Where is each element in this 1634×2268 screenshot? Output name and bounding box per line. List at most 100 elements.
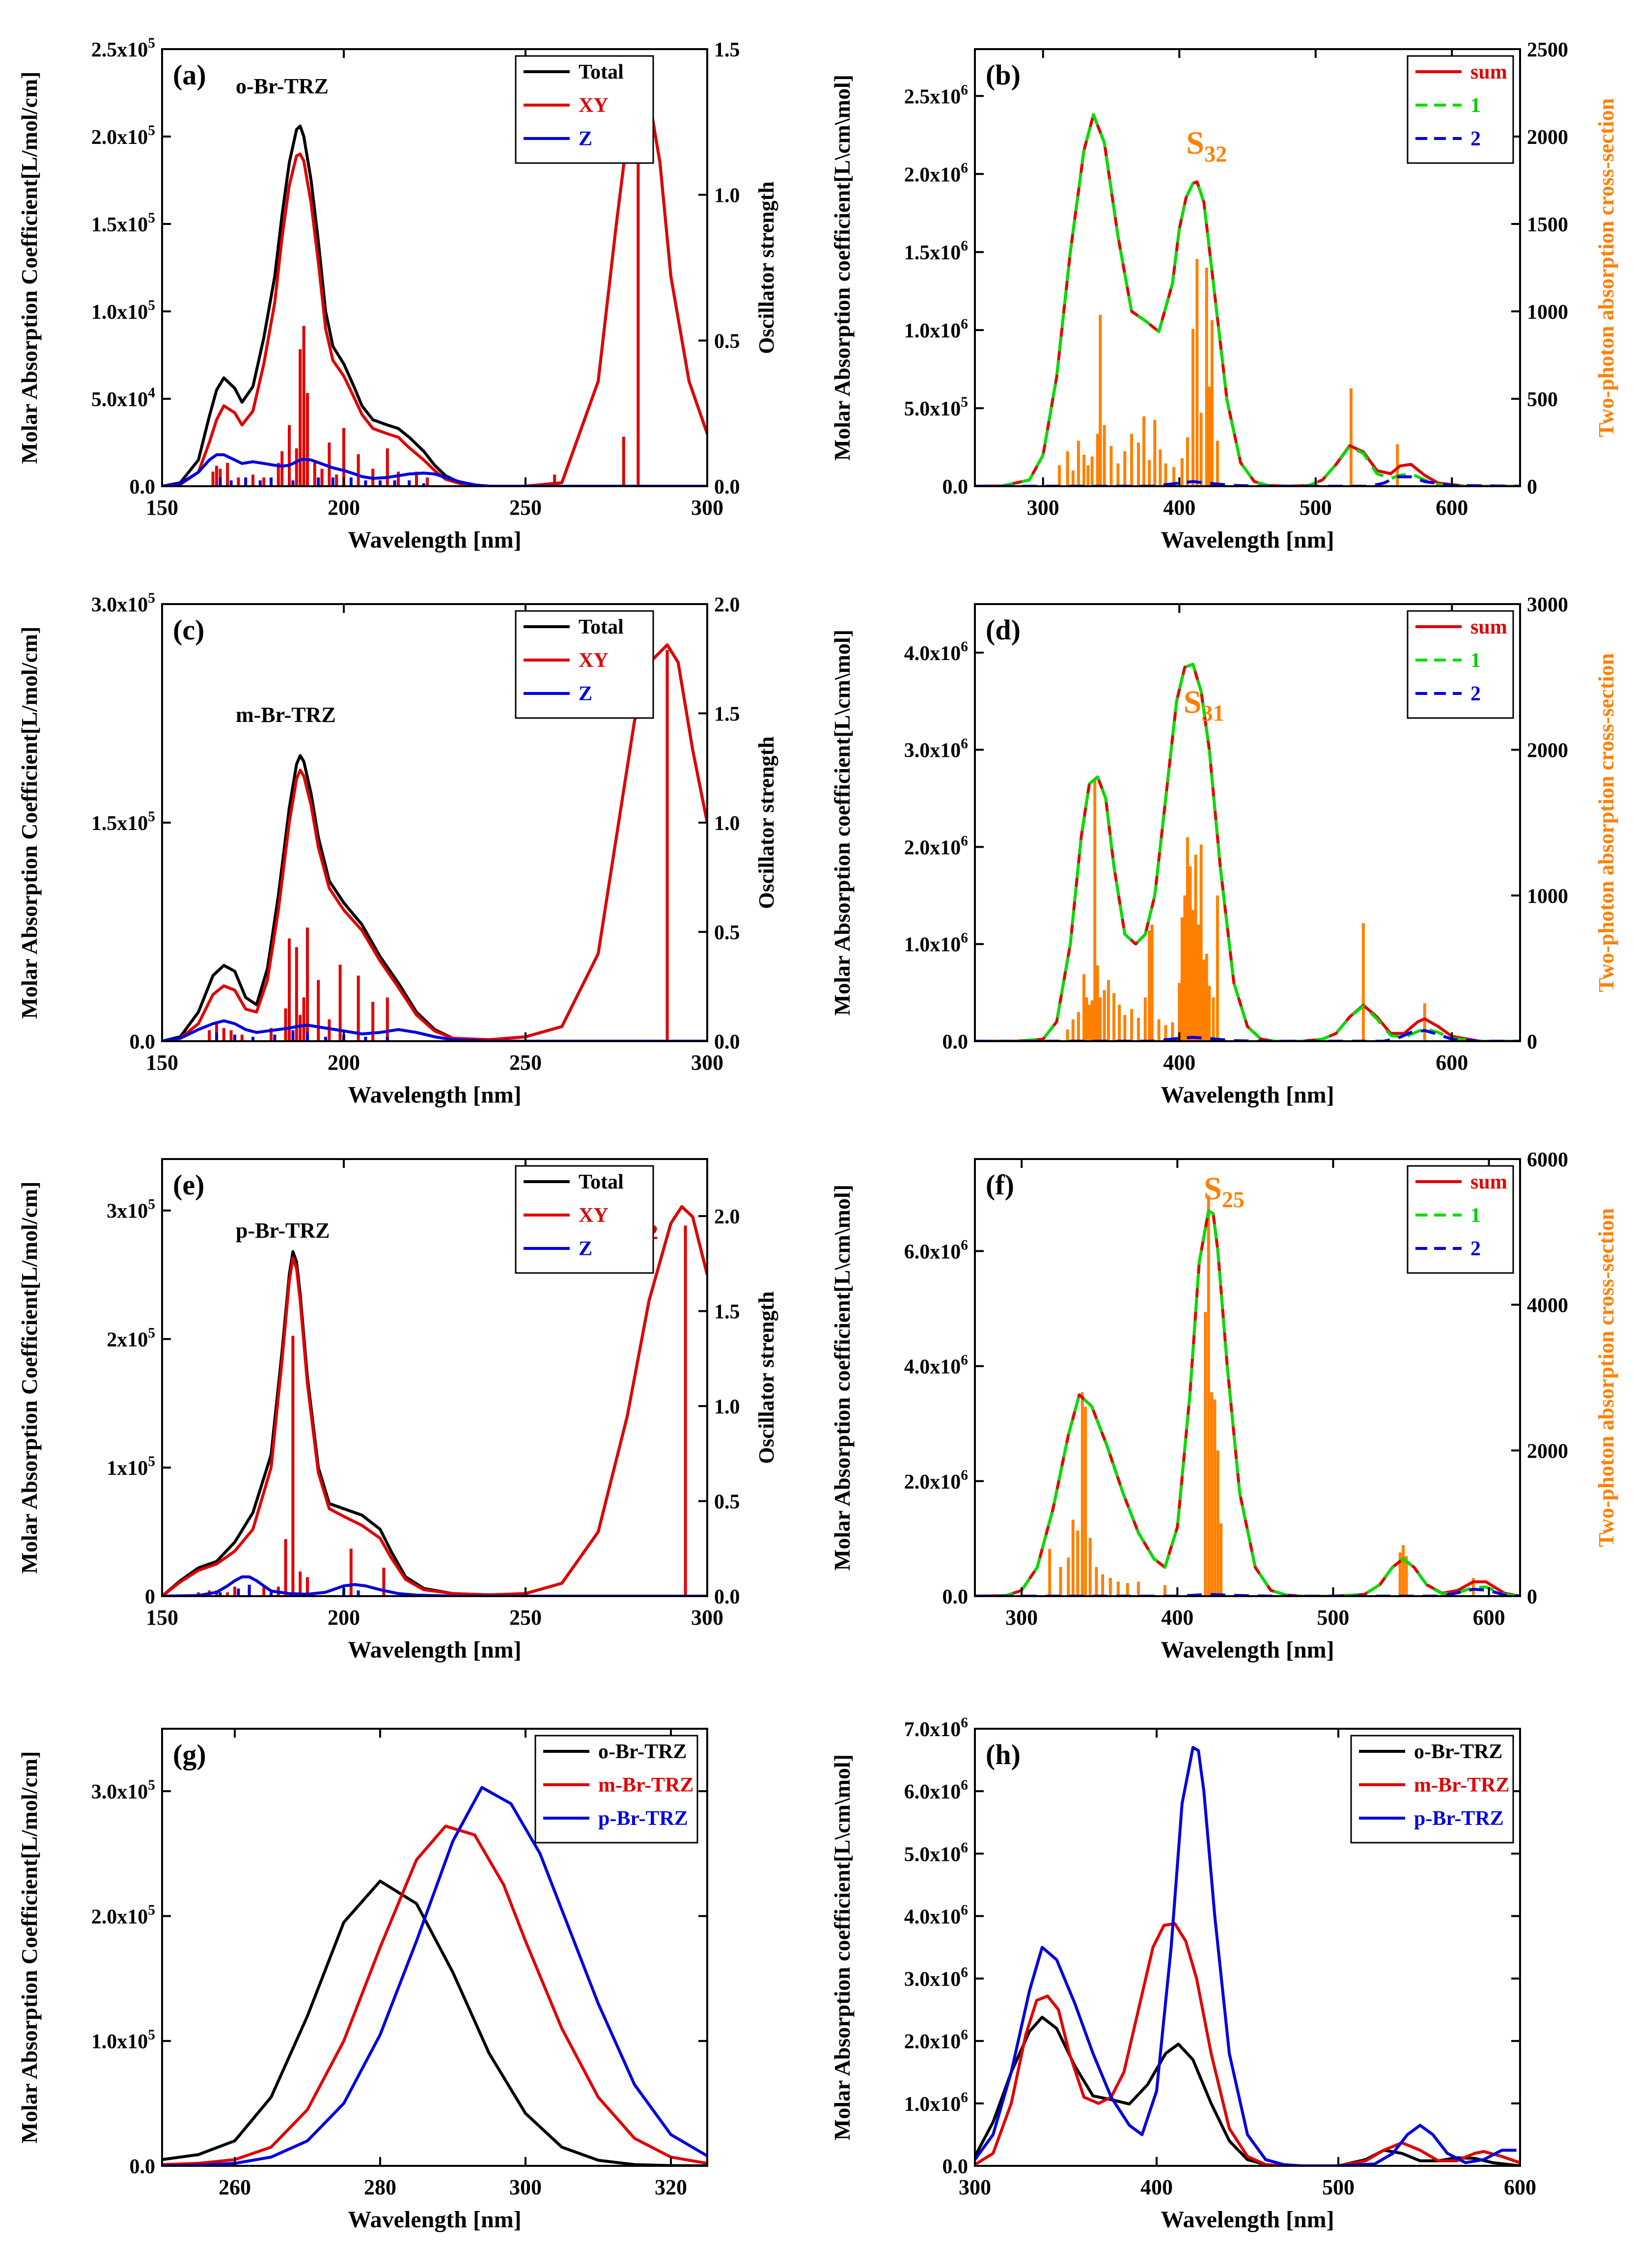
y2-tick-label: 0.5 [714, 330, 740, 353]
legend-label: p-Br-TRZ [598, 1807, 688, 1830]
plot-frame [974, 1158, 1521, 1597]
legend-label: Z [579, 683, 592, 705]
y2-tick-label: 0.0 [714, 476, 740, 498]
y-tick-label: 1.5x106 [904, 238, 968, 264]
y-tick-label: 1.5x105 [91, 809, 155, 835]
y2-tick-label: 2000 [1527, 740, 1568, 762]
legend-label: Total [579, 616, 624, 638]
y-tick-label: 3.0x106 [904, 1965, 968, 1991]
x-axis-label: Wavelength [nm] [1161, 1637, 1334, 1663]
y2-tick-label: 1.5 [714, 1301, 740, 1324]
panel-d: 400 600 0.0 1.0x106 2.0x106 3.0x106 4.0x106 0 10… [830, 594, 1618, 1108]
y-tick-label: 5.0x105 [904, 394, 968, 420]
legend: sum 1 2 [1407, 1165, 1514, 1274]
panel-a: 150 200 250 3000.05.0x1041.0x1051.5x1052.0x… [17, 35, 778, 553]
panel-b: 300 400 500 600 0.0 5.0x105 1.0x106 1.5x106 2.0x… [830, 39, 1618, 553]
y-tick-label: 2.0x106 [904, 2027, 968, 2053]
y2-tick-label: 1.5 [714, 39, 740, 61]
x-tick-label: 280 [364, 2175, 396, 2199]
y2-tick-label: 3000 [1527, 594, 1568, 616]
series-line-1 [975, 1209, 1520, 1596]
y-tick-label: 2.0x105 [91, 123, 155, 149]
panel-label: (b) [986, 59, 1021, 91]
y2-tick-label: 2000 [1527, 126, 1568, 149]
x-axis-label: Wavelength [nm] [1161, 2207, 1334, 2233]
plot-area [975, 1746, 1520, 2166]
series-line-o-Br-TRZ [162, 1880, 707, 2166]
panel-c: 150 200 250 3000.01.5x1053.0x1050.00.51.01.… [17, 590, 778, 1108]
y-tick-label: 7.0x106 [904, 1715, 968, 1741]
series-line-Z [162, 1019, 707, 1041]
y-tick-label: 2x105 [107, 1325, 155, 1351]
y-tick-label: 6.0x106 [904, 1777, 968, 1803]
x-axis-label: Wavelength [nm] [348, 1637, 521, 1663]
y-tick-label: 6.0x106 [904, 1237, 968, 1263]
y-tick-label: 3.0x105 [91, 1777, 155, 1803]
legend-box [515, 1165, 654, 1274]
legend-label: Z [579, 1238, 592, 1260]
legend: sum 1 2 [1407, 55, 1514, 164]
legend-label: sum [1470, 616, 1507, 638]
legend-box [1407, 1165, 1514, 1274]
x-tick-label: 300 [959, 2175, 991, 2199]
y2-tick-label: 0.0 [714, 1031, 740, 1053]
x-axis-label: Wavelength [nm] [348, 527, 521, 553]
series-line-XY [162, 643, 707, 1041]
series-line-2 [975, 475, 1520, 486]
legend: Total XY Z [515, 610, 654, 719]
y-tick-label: 0.0 [942, 2156, 969, 2178]
y-tick-label: 0.0 [942, 476, 969, 498]
x-tick-label: 600 [1436, 1051, 1468, 1075]
y-tick-label: 2.5x105 [91, 35, 155, 61]
plot-area [975, 113, 1520, 486]
series-line-2 [975, 1029, 1520, 1041]
y-tick-label: 2.0x106 [904, 1467, 968, 1494]
panel-label: (c) [173, 614, 204, 646]
plot-frame [974, 48, 1521, 487]
x-tick-label: 200 [328, 496, 360, 520]
legend-label: o-Br-TRZ [1414, 1741, 1502, 1763]
y2-axis-label: Oscillator strength [754, 736, 778, 909]
x-tick-label: 200 [328, 1051, 360, 1075]
legend-label: 1 [1470, 94, 1481, 117]
state-annotation: S32 [1186, 125, 1227, 166]
legend-box [1350, 1735, 1514, 1844]
y2-axis-label: Two-photon absorption cross-section [1594, 98, 1618, 437]
legend-label: m-Br-TRZ [1414, 1774, 1509, 1797]
legend: sum 1 2 [1407, 610, 1514, 719]
legend: o-Br-TRZ m-Br-TRZ p-Br-TRZ [1350, 1735, 1514, 1844]
y2-tick-label: 0 [1527, 1586, 1537, 1608]
y-tick-label: 0.0 [130, 2156, 156, 2178]
x-tick-label: 250 [509, 1605, 542, 1630]
y2-tick-label: 6000 [1527, 1149, 1568, 1171]
legend-label: o-Br-TRZ [598, 1741, 687, 1763]
x-tick-label: 400 [1163, 1051, 1195, 1075]
legend-label: XY [579, 94, 609, 117]
y-tick-label: 2.0x106 [904, 160, 968, 186]
plot-frame [161, 48, 708, 487]
legend-label: XY [579, 649, 609, 672]
panel-label: (h) [986, 1739, 1021, 1770]
y2-tick-label: 0.0 [714, 1586, 740, 1608]
y-tick-label: 5.0x104 [91, 385, 156, 411]
y2-axis-label: Two-photon absorption cross-section [1594, 1208, 1618, 1547]
legend-label: 2 [1470, 1238, 1481, 1260]
series-line-1 [975, 113, 1520, 486]
panel-label: (g) [173, 1739, 206, 1770]
legend-label: m-Br-TRZ [598, 1774, 693, 1797]
series-line-o-Br-TRZ [975, 2016, 1520, 2166]
y2-tick-label: 0.5 [714, 1491, 740, 1514]
y2-tick-label: 0 [1527, 1031, 1537, 1053]
x-tick-label: 300 [509, 2175, 542, 2199]
plot-area [162, 1786, 707, 2166]
molecule-label: p-Br-TRZ [236, 1218, 330, 1243]
x-tick-label: 500 [1300, 496, 1332, 520]
x-axis-label: Wavelength [nm] [348, 1082, 521, 1108]
y-axis-label: Molar Absorption Coefficient[L/mol/cm] [17, 72, 42, 464]
y-tick-label: 1.0x106 [904, 930, 968, 956]
y2-tick-label: 1500 [1527, 214, 1568, 236]
plot-area [975, 663, 1520, 1041]
series-line-XY [162, 1205, 707, 1596]
y-axis-label: Molar Absorption coefficient[L\cm\mol] [830, 75, 855, 461]
